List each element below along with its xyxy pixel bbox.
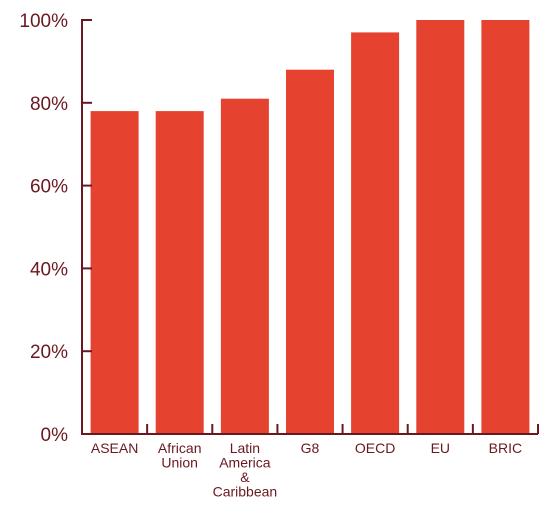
y-tick-label-4: 80%: [30, 94, 68, 115]
y-tick-label-2: 40%: [30, 259, 68, 280]
bar-4: [351, 32, 400, 435]
y-tick-label-3: 60%: [30, 177, 68, 198]
x-tick-labels: ASEAN African Union Latin America & Caribbean G…: [91, 440, 522, 500]
x-tick-label-line: BRIC: [489, 440, 522, 456]
x-tick-label-6: BRIC: [489, 440, 522, 456]
bars-group: [90, 20, 530, 435]
axes-group: [81, 19, 539, 435]
x-tick-label-line: Caribbean: [213, 484, 278, 500]
x-tick-label-line: Union: [161, 455, 198, 471]
x-tick-label-line: OECD: [355, 440, 395, 456]
x-tick-label-5: EU: [431, 440, 450, 456]
x-tick-label-line: African: [158, 440, 202, 456]
x-tick-label-1: African Union: [158, 440, 202, 471]
y-tick-label-1: 20%: [30, 342, 68, 363]
bar-3: [286, 69, 334, 434]
y-tick-label-0: 0%: [41, 425, 69, 446]
x-tick-label-4: OECD: [355, 440, 395, 456]
y-tick-labels: 0% 20% 40% 60% 80% 100%: [19, 11, 68, 446]
bar-0: [90, 111, 139, 434]
x-tick-label-2: Latin America & Caribbean: [213, 440, 278, 500]
y-tick-label-5: 100%: [19, 11, 68, 32]
x-tick-label-line: G8: [301, 440, 320, 456]
x-tick-label-3: G8: [301, 440, 320, 456]
bar-2: [220, 98, 269, 434]
bar-5: [416, 20, 465, 434]
bar-6: [481, 20, 530, 434]
bar-1: [155, 111, 204, 434]
x-tick-label-line: &: [240, 469, 250, 485]
x-tick-label-line: America: [219, 455, 271, 471]
x-tick-label-line: Latin: [230, 440, 260, 456]
x-tick-label-line: EU: [431, 440, 450, 456]
x-tick-label-0: ASEAN: [91, 440, 138, 456]
x-tick-label-line: ASEAN: [91, 440, 138, 456]
